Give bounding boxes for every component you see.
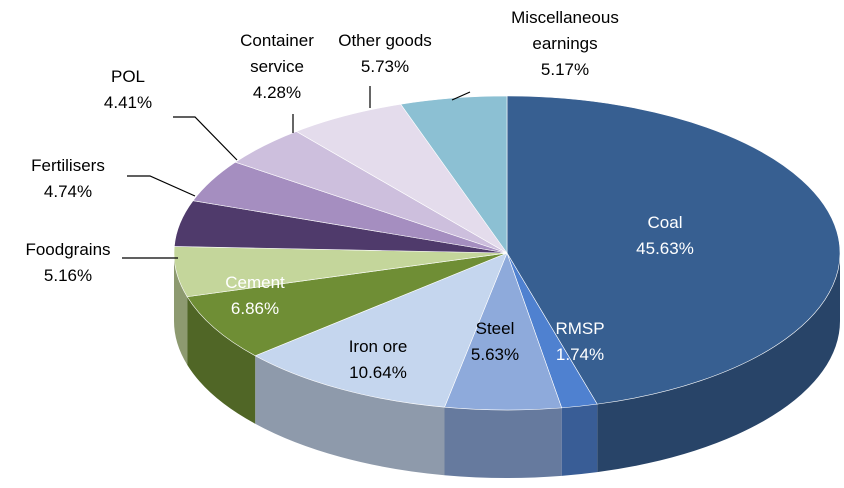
slice-value: 6.86% xyxy=(230,299,280,318)
slice-label: Coal 45.63% xyxy=(605,210,725,262)
pie-slice-side xyxy=(597,253,840,473)
slice-name: Other goods xyxy=(338,31,432,50)
slice-label: POL 4.41% xyxy=(88,64,168,116)
slice-name: Miscellaneous earnings xyxy=(511,8,619,53)
slice-label: Other goods 5.73% xyxy=(320,28,450,80)
pie-slice-side xyxy=(174,253,188,365)
slice-name: Coal xyxy=(647,213,683,232)
slice-name: Iron ore xyxy=(348,337,408,356)
slice-label: Iron ore 10.64% xyxy=(328,334,428,386)
slice-name: Cement xyxy=(225,273,285,292)
slice-name: Container service xyxy=(240,31,314,76)
pie-slice-side xyxy=(255,355,445,476)
pie-slice xyxy=(186,252,508,357)
pie-slice xyxy=(254,252,508,408)
pie-slice-side xyxy=(444,407,562,478)
slice-label: Foodgrains 5.16% xyxy=(8,237,128,289)
slice-value: 5.73% xyxy=(360,57,410,76)
slice-value: 5.63% xyxy=(470,345,520,364)
slice-name: RMSP xyxy=(555,319,605,338)
slice-value: 4.41% xyxy=(103,93,153,112)
slice-name: Steel xyxy=(475,319,515,338)
slice-label: Container service 4.28% xyxy=(232,28,322,106)
slice-value: 5.16% xyxy=(43,266,93,285)
slice-value: 4.74% xyxy=(43,182,93,201)
slice-value: 45.63% xyxy=(636,239,694,258)
slice-value: 1.74% xyxy=(555,345,605,364)
pie-slice-side xyxy=(561,404,598,476)
slice-label: Miscellaneous earnings 5.17% xyxy=(505,5,625,83)
slice-label: Fertilisers 4.74% xyxy=(8,153,128,205)
pie-slice xyxy=(506,95,841,405)
slice-label: Cement 6.86% xyxy=(210,270,300,322)
leader-line xyxy=(173,116,238,161)
pie-slice xyxy=(400,95,508,254)
slice-label: Steel 5.63% xyxy=(455,316,535,368)
leader-line xyxy=(451,91,471,101)
pie-slice-side xyxy=(187,296,256,424)
slice-name: Foodgrains xyxy=(25,240,111,259)
slice-label: RMSP 1.74% xyxy=(540,316,620,368)
slice-value: 5.17% xyxy=(540,60,590,79)
slice-name: POL xyxy=(110,67,146,86)
slice-name: Fertilisers xyxy=(31,156,105,175)
leader-line xyxy=(127,175,196,197)
slice-value: 10.64% xyxy=(349,363,407,382)
slice-value: 4.28% xyxy=(252,83,302,102)
